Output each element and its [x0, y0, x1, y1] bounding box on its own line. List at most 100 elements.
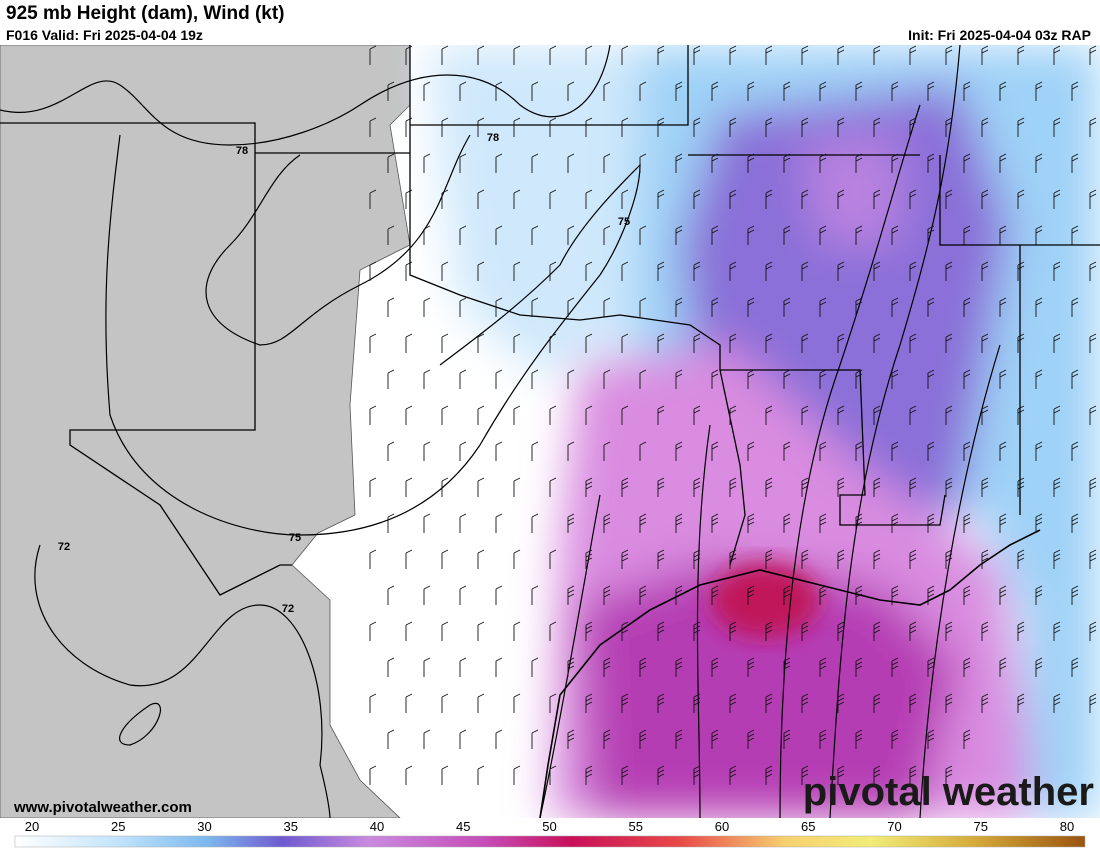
wind-barb-feather — [657, 693, 665, 698]
wind-barb-feather — [1071, 373, 1079, 378]
wind-barb-feather — [567, 441, 575, 446]
contour-label: 72 — [282, 603, 294, 615]
wind-barb-feather — [747, 517, 755, 522]
wind-barb-feather — [747, 153, 755, 158]
wind-barb-feather — [927, 593, 935, 598]
wind-barb-feather — [405, 765, 413, 770]
wind-barb-feather — [765, 481, 773, 486]
wind-barb-feather — [675, 665, 683, 670]
wind-barb-feather — [945, 701, 953, 706]
wind-barb-feather — [585, 765, 593, 770]
wind-barb-feather — [1071, 661, 1079, 666]
wind-barb-feather — [927, 517, 935, 522]
colorbar-tick-label: 35 — [284, 819, 298, 834]
wind-barb-feather — [891, 521, 899, 526]
wind-barb-feather — [639, 661, 647, 666]
wind-barb-feather — [603, 81, 611, 86]
wind-barb-feather — [693, 625, 701, 630]
wind-barb-feather — [783, 225, 791, 230]
wind-barb-feather — [693, 477, 701, 482]
wind-barb-feather — [909, 769, 917, 774]
wind-barb-feather — [873, 765, 881, 770]
wind-barb-feather — [477, 693, 485, 698]
wind-barb-feather — [675, 513, 683, 518]
wind-barb-feather — [801, 121, 809, 126]
wind-barb-feather — [477, 549, 485, 554]
wind-barb-feather — [801, 765, 809, 770]
wind-barb-feather — [783, 297, 791, 302]
wind-barb-feather — [675, 81, 683, 86]
wind-barb-feather — [603, 657, 611, 662]
wind-barb-feather — [711, 225, 719, 230]
wind-barb-feather — [891, 441, 899, 446]
wind-barb-feather — [945, 553, 953, 558]
wind-barb-feather — [963, 373, 971, 378]
wind-barb-feather — [1071, 301, 1079, 306]
wind-barb-feather — [765, 405, 773, 410]
colorbar-tick-label: 25 — [111, 819, 125, 834]
wind-barb-feather — [1089, 261, 1097, 266]
wind-barb-feather — [549, 45, 557, 50]
wind-barb-feather — [657, 121, 665, 126]
wind-barb-feather — [927, 225, 935, 230]
wind-barb-feather — [783, 445, 791, 450]
wind-barb-feather — [603, 661, 611, 666]
wind-barb-feather — [513, 549, 521, 554]
wind-barb-feather — [927, 445, 935, 450]
contour-label: 78 — [236, 145, 248, 157]
wind-barb-feather — [963, 297, 971, 302]
wind-barb-feather — [819, 521, 827, 526]
wind-barb-feather — [729, 553, 737, 558]
wind-barb-feather — [387, 225, 395, 230]
wind-barb-feather — [747, 589, 755, 594]
wind-barb-feather — [927, 373, 935, 378]
wind-barb-feather — [441, 261, 449, 266]
wind-barb-feather — [585, 45, 593, 50]
wind-max — [710, 562, 820, 638]
colorbar-tick-label: 50 — [542, 819, 556, 834]
wind-barb-feather — [1035, 665, 1043, 670]
wind-barb-feather — [603, 729, 611, 734]
wind-barb-feather — [1053, 625, 1061, 630]
wind-barb-feather — [657, 337, 665, 342]
wind-barb-feather — [1017, 261, 1025, 266]
wind-barb-feather — [567, 521, 575, 526]
wind-barb-feather — [927, 301, 935, 306]
wind-barb-feather — [657, 477, 665, 482]
wind-barb-feather — [1035, 441, 1043, 446]
wind-barb-feather — [729, 557, 737, 562]
wind-barb-feather — [531, 153, 539, 158]
wind-barb-feather — [585, 557, 593, 562]
wind-barb-feather — [747, 301, 755, 306]
wind-barb-feather — [495, 369, 503, 374]
wind-barb-feather — [585, 333, 593, 338]
colorbar-tick-label: 45 — [456, 819, 470, 834]
wind-barb-feather — [621, 553, 629, 558]
wind-barb-feather — [999, 517, 1007, 522]
wind-barb-feather — [963, 517, 971, 522]
wind-barb-feather — [1035, 521, 1043, 526]
wind-barb-feather — [873, 117, 881, 122]
wind-barb-feather — [927, 297, 935, 302]
wind-barb-feather — [1089, 193, 1097, 198]
wind-barb-feather — [621, 697, 629, 702]
wind-barb-feather — [891, 585, 899, 590]
wind-barb-feather — [675, 517, 683, 522]
wind-barb-feather — [657, 697, 665, 702]
wind-barb-feather — [837, 121, 845, 126]
wind-barbs — [369, 45, 1097, 785]
wind-barb-feather — [1071, 517, 1079, 522]
wind-barb-feather — [963, 85, 971, 90]
wind-barb-feather — [675, 585, 683, 590]
wind-barb-feather — [873, 193, 881, 198]
wind-barb-feather — [1017, 193, 1025, 198]
wind-barb-feather — [441, 189, 449, 194]
wind-barb-feather — [1053, 477, 1061, 482]
wind-barb-feather — [729, 769, 737, 774]
wind-barb-feather — [1071, 521, 1079, 526]
wind-barb-feather — [711, 589, 719, 594]
contour-label: 75 — [618, 216, 630, 228]
wind-barb-feather — [819, 585, 827, 590]
wind-barb-feather — [891, 157, 899, 162]
wind-barb-feather — [603, 589, 611, 594]
